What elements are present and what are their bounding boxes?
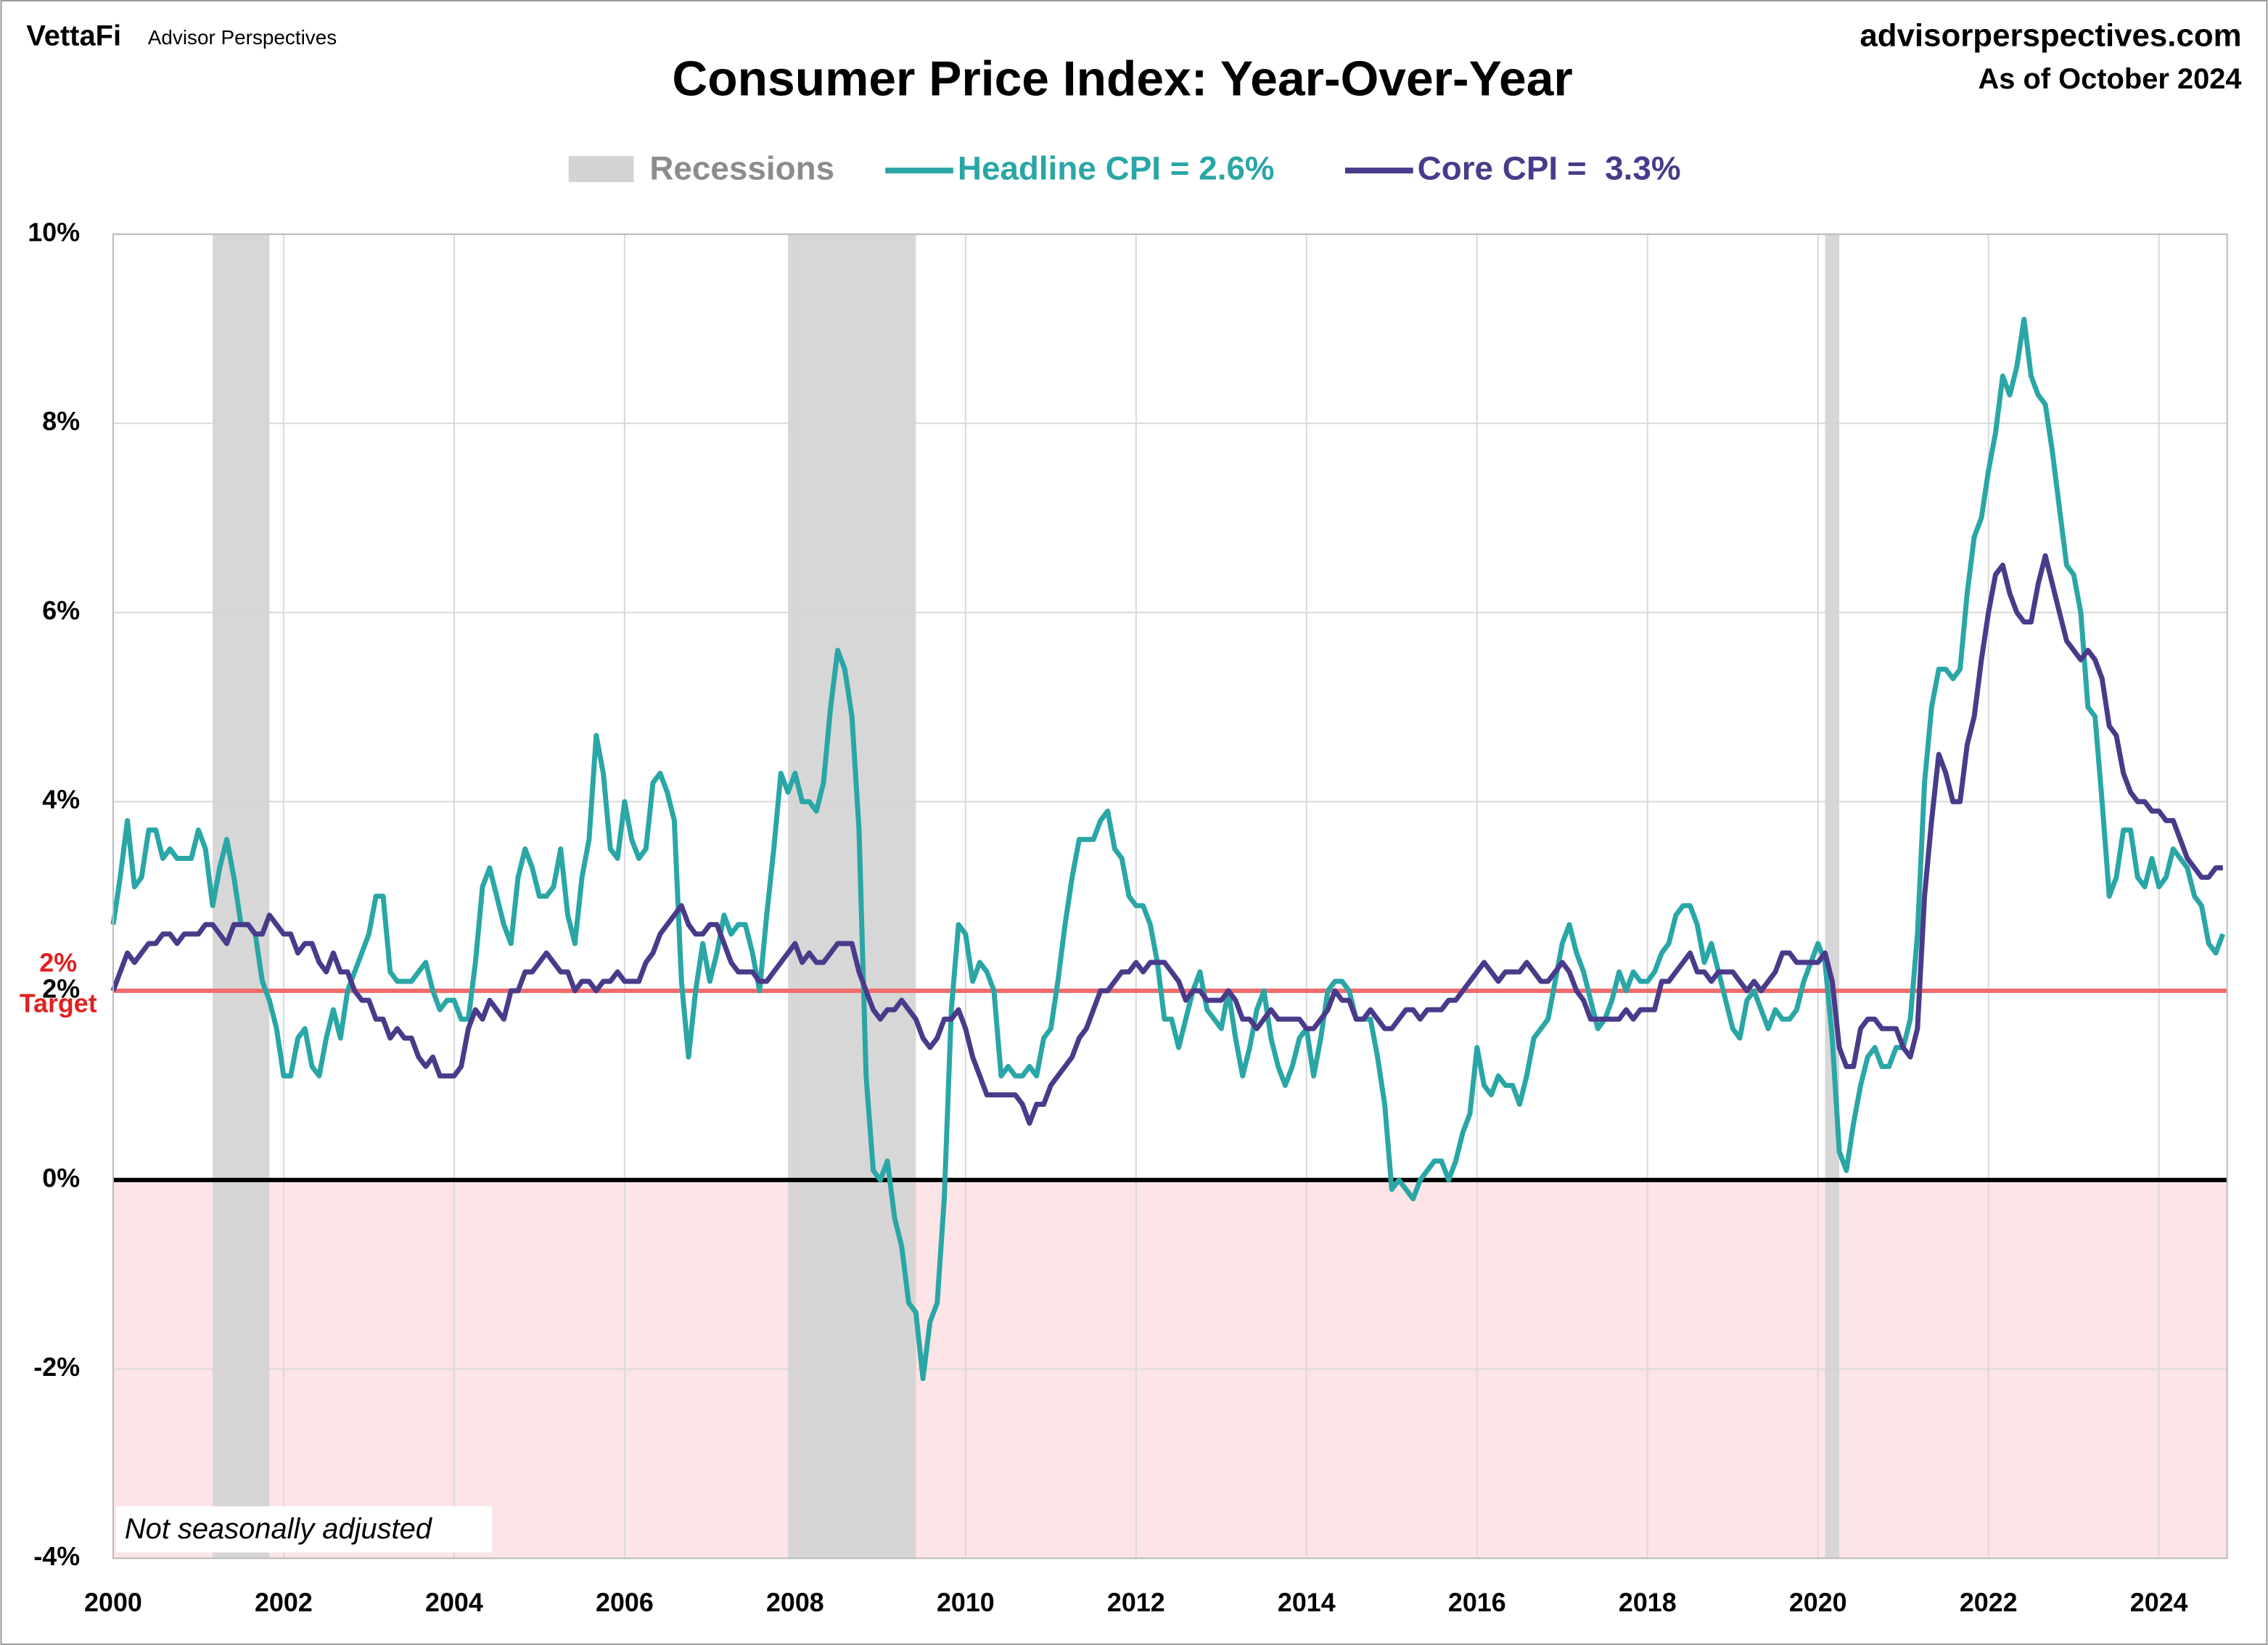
plot-border [112, 233, 2228, 1559]
brand: VettaFi [26, 20, 121, 51]
y-tick-label: 0% [42, 1163, 80, 1192]
recession-band [1825, 234, 1840, 1559]
legend-label: Recessions [649, 149, 834, 186]
y-tick-label: 4% [42, 786, 80, 815]
x-tick-label: 2014 [1278, 1588, 1336, 1617]
x-tick-label: 2006 [596, 1588, 654, 1617]
note-box [115, 1506, 493, 1553]
x-tick-label: 2008 [766, 1588, 824, 1617]
as-of: As of October 2024 [1978, 63, 2241, 95]
x-tick-label: 2022 [1960, 1588, 2018, 1617]
x-tick-label: 2012 [1107, 1588, 1165, 1617]
y-tick-label: 8% [42, 407, 80, 436]
y-tick-label: -2% [33, 1353, 80, 1382]
legend-label: Core CPI = 3.3% [1418, 149, 1681, 186]
x-tick-label: 2002 [255, 1588, 313, 1617]
note: Not seasonally adjusted [125, 1513, 433, 1545]
x-tick-label: 2016 [1448, 1588, 1506, 1617]
x-tick-label: 2004 [425, 1588, 483, 1617]
chart-title: Consumer Price Index: Year-Over-Year [672, 52, 1572, 107]
legend-label: Headline CPI = 2.6% [958, 149, 1275, 186]
y-tick-label: -4% [33, 1542, 80, 1571]
x-tick-label: 2000 [84, 1588, 142, 1617]
y-tick-label: 6% [42, 596, 80, 625]
recession-band [788, 234, 916, 1559]
recession-band [213, 234, 270, 1559]
source: advisorperspectives.com [1860, 17, 2241, 53]
brand-sub: Advisor Perspectives [148, 26, 337, 49]
x-tick-label: 2018 [1619, 1588, 1677, 1617]
target-name: Target [20, 989, 97, 1018]
x-tick-label: 2010 [937, 1588, 995, 1617]
x-tick-label: 2024 [2130, 1588, 2188, 1617]
target-label: 2% [39, 949, 77, 978]
x-tick-label: 2020 [1789, 1588, 1847, 1617]
series-line [110, 316, 2226, 1382]
series-line [110, 553, 2223, 1126]
y-tick-label: 2% [42, 975, 80, 1004]
y-tick-label: 10% [28, 218, 80, 247]
plot-area [110, 233, 2228, 1559]
legend-swatch [568, 156, 634, 183]
